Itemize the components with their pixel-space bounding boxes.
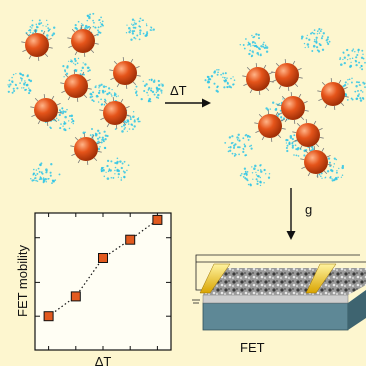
nanoparticle (67, 25, 99, 57)
data-point (98, 253, 108, 263)
nanoparticle (300, 146, 332, 178)
heating-arrow (165, 98, 211, 108)
x-axis-label: ΔT (95, 354, 112, 366)
nanoparticle-film (203, 268, 366, 295)
ligand-cloud (300, 28, 331, 53)
nanoparticle (109, 57, 141, 89)
nanoparticle-cluster-dispersed (21, 25, 141, 165)
nanoparticle (292, 119, 324, 151)
ligand-cloud (224, 133, 253, 157)
nanoparticle (99, 97, 131, 129)
ligand-cloud (125, 17, 155, 41)
nanoparticle (30, 94, 62, 126)
ligand-cloud (7, 72, 33, 95)
ligand-cloud (30, 162, 61, 184)
y-axis-label: FET mobility (15, 245, 30, 317)
mobility-chart: FET mobility ΔT (15, 212, 172, 366)
substrate-side (348, 290, 366, 330)
oxide-layer (202, 294, 349, 304)
circuit-wires (192, 254, 366, 304)
ligand-cloud (339, 48, 366, 71)
data-point (43, 311, 54, 322)
ligand-cloud (134, 78, 164, 103)
data-point (70, 291, 81, 302)
step-label: g (305, 202, 312, 217)
nanoparticle (317, 78, 349, 110)
nanoparticle (21, 29, 53, 61)
ligand-cloud (239, 164, 271, 187)
nanoparticle (242, 63, 274, 95)
chart-frame (34, 212, 172, 351)
drain-electrode (305, 263, 337, 294)
nanoparticle (277, 92, 309, 124)
ligand-cloud (204, 69, 236, 93)
fet-device (192, 254, 366, 331)
nanoparticle (254, 110, 286, 142)
nanoparticle (60, 70, 92, 102)
mobility-markers (43, 214, 163, 322)
data-point (125, 234, 136, 245)
ligand-cloud (100, 157, 130, 181)
data-point (152, 214, 163, 225)
heat-label: ΔT (170, 83, 187, 98)
substrate-front (202, 302, 349, 331)
ligand-cloud (239, 33, 269, 58)
device-label: FET (240, 340, 265, 355)
nanoparticle-cluster-aggregated (242, 59, 349, 178)
nanoparticle (271, 59, 303, 91)
deposition-arrow (286, 188, 296, 240)
nanoparticle (70, 133, 102, 165)
source-electrode (199, 263, 231, 294)
chart-ticks (35, 213, 171, 350)
